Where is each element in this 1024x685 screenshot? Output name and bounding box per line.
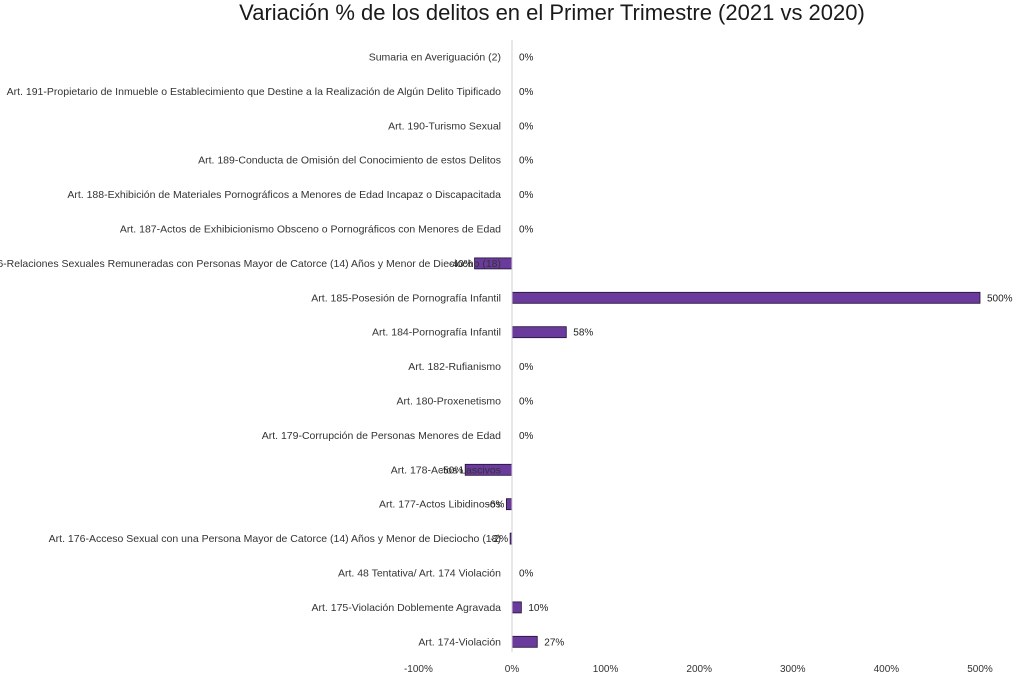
category-label: Art. 174-Violación	[418, 636, 501, 648]
category-label: Art. 175-Violación Doblemente Agravada	[311, 602, 501, 614]
value-label: -2%	[490, 534, 508, 545]
bar	[511, 291, 981, 304]
category-label: Art. 188-Exhibición de Materiales Pornog…	[67, 189, 501, 201]
category-label: Art. 184-Pornografía Infantil	[372, 327, 501, 339]
x-tick-labels: -100% 0% 100% 200% 300% 400% 500%	[404, 664, 993, 675]
value-label: 500%	[987, 293, 1013, 304]
x-tick-label: -100%	[404, 664, 433, 675]
value-label: 0%	[519, 87, 534, 98]
value-label: 0%	[519, 362, 534, 373]
bar	[511, 635, 538, 648]
x-tick-label: 0%	[505, 664, 520, 675]
x-tick-label: 500%	[967, 664, 993, 675]
value-label: 0%	[519, 190, 534, 201]
category-label: Art. 191-Propietario de Inmueble o Estab…	[7, 86, 502, 98]
category-label: Art. 190-Turismo Sexual	[388, 120, 501, 132]
category-label: Art. 185-Posesión de Pornografía Infanti…	[311, 292, 501, 304]
value-label: 0%	[519, 569, 534, 580]
value-label: 0%	[519, 121, 534, 132]
value-label: 0%	[519, 431, 534, 442]
value-label: 58%	[573, 328, 593, 339]
x-tick-label: 200%	[686, 664, 712, 675]
category-label: Sumaria en Averiguación (2)	[369, 52, 501, 64]
value-labels: 0% 0% 0% 0% 0% 0% -40% 500% 58% 0% 0% 0% -50% -6% -2% 0…	[440, 53, 1013, 649]
value-label: 0%	[519, 225, 534, 236]
x-tick-label: 400%	[874, 664, 900, 675]
category-label: Art. 178-Actos Lascivos	[391, 464, 501, 476]
category-label: Art. 187-Actos de Exhibicionismo Obsceno…	[120, 224, 501, 236]
value-label: 10%	[528, 603, 548, 614]
category-label: Art. 186-Relaciones Sexuales Remuneradas…	[0, 258, 501, 270]
bars-layer	[464, 257, 981, 648]
category-label: Art. 176-Acceso Sexual con una Persona M…	[49, 533, 501, 545]
value-label: 27%	[544, 637, 564, 648]
x-tick-label: 100%	[593, 664, 619, 675]
value-label: 0%	[519, 53, 534, 64]
value-label: -40%	[449, 259, 472, 270]
value-label: -50%	[440, 465, 463, 476]
value-label: -6%	[487, 500, 505, 511]
category-label: Art. 177-Actos Libidinosos	[379, 499, 501, 511]
category-label: Art. 48 Tentativa/ Art. 174 Violación	[338, 568, 501, 580]
chart-title: Variación % de los delitos en el Primer …	[239, 0, 865, 25]
category-label: Art. 180-Proxenetismo	[397, 396, 502, 408]
bar	[511, 601, 522, 614]
x-tick-label: 300%	[780, 664, 806, 675]
value-label: 0%	[519, 156, 534, 167]
value-label: 0%	[519, 397, 534, 408]
category-labels: Sumaria en Averiguación (2) Art. 191-Prop…	[0, 52, 501, 649]
category-label: Art. 182-Rufianismo	[408, 361, 501, 373]
bar	[505, 498, 513, 511]
category-label: Art. 189-Conducta de Omisión del Conocim…	[198, 155, 501, 167]
category-label: Art. 179-Corrupción de Personas Menores …	[262, 430, 501, 442]
bar	[511, 326, 567, 339]
